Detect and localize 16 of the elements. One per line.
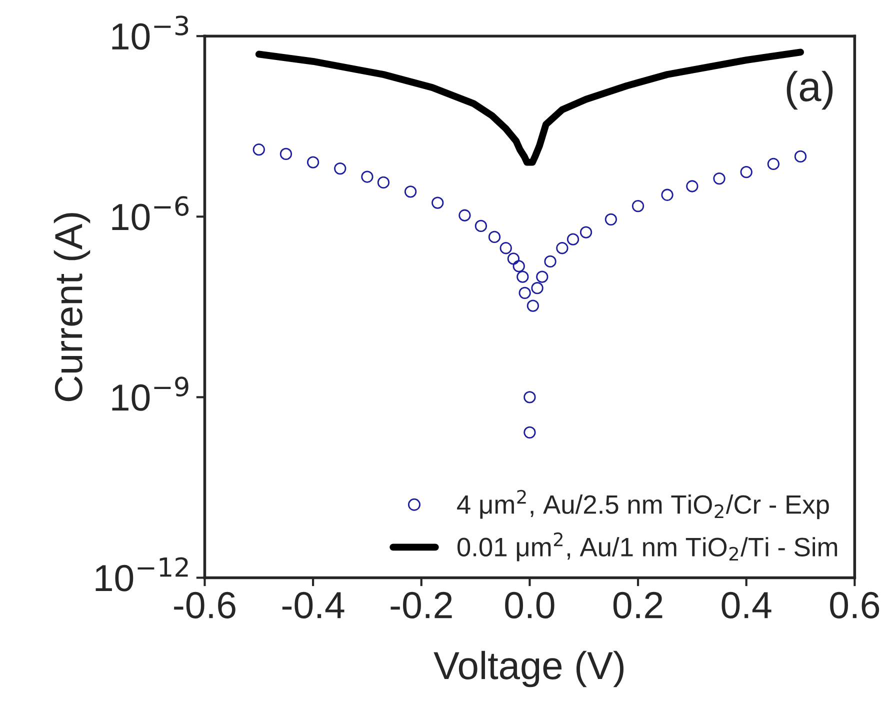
y-tick-label: 10$^{−3}$	[112, 16, 188, 50]
legend-label: 0.01 μm$^{2}$, Au/1 nm TiO$_{2}$/Ti - Sim	[457, 532, 838, 562]
x-tick-label: 0.2	[613, 592, 662, 618]
y-tick-label: 10$^{−6}$	[112, 196, 189, 230]
annotation: (a)	[786, 70, 833, 110]
x-tick-label: 0.4	[722, 592, 772, 618]
x-tick-label: -0.6	[174, 592, 236, 618]
x-axis-title: Voltage (V)	[434, 650, 624, 688]
x-tick-label: -0.4	[282, 592, 344, 618]
y-tick-label: 10$^{−12}$	[96, 557, 188, 592]
y-axis-title: Current (A)	[54, 213, 90, 402]
x-tick-label: 0.0	[505, 592, 554, 618]
legend-label: 4 μm$^{2}$, Au/2.5 nm TiO$_{2}$/Cr - Exp	[457, 490, 829, 520]
x-tick-label: 0.6	[830, 592, 880, 618]
y-tick-label: 10$^{−9}$	[112, 376, 188, 411]
x-tick-label: -0.2	[390, 592, 452, 618]
